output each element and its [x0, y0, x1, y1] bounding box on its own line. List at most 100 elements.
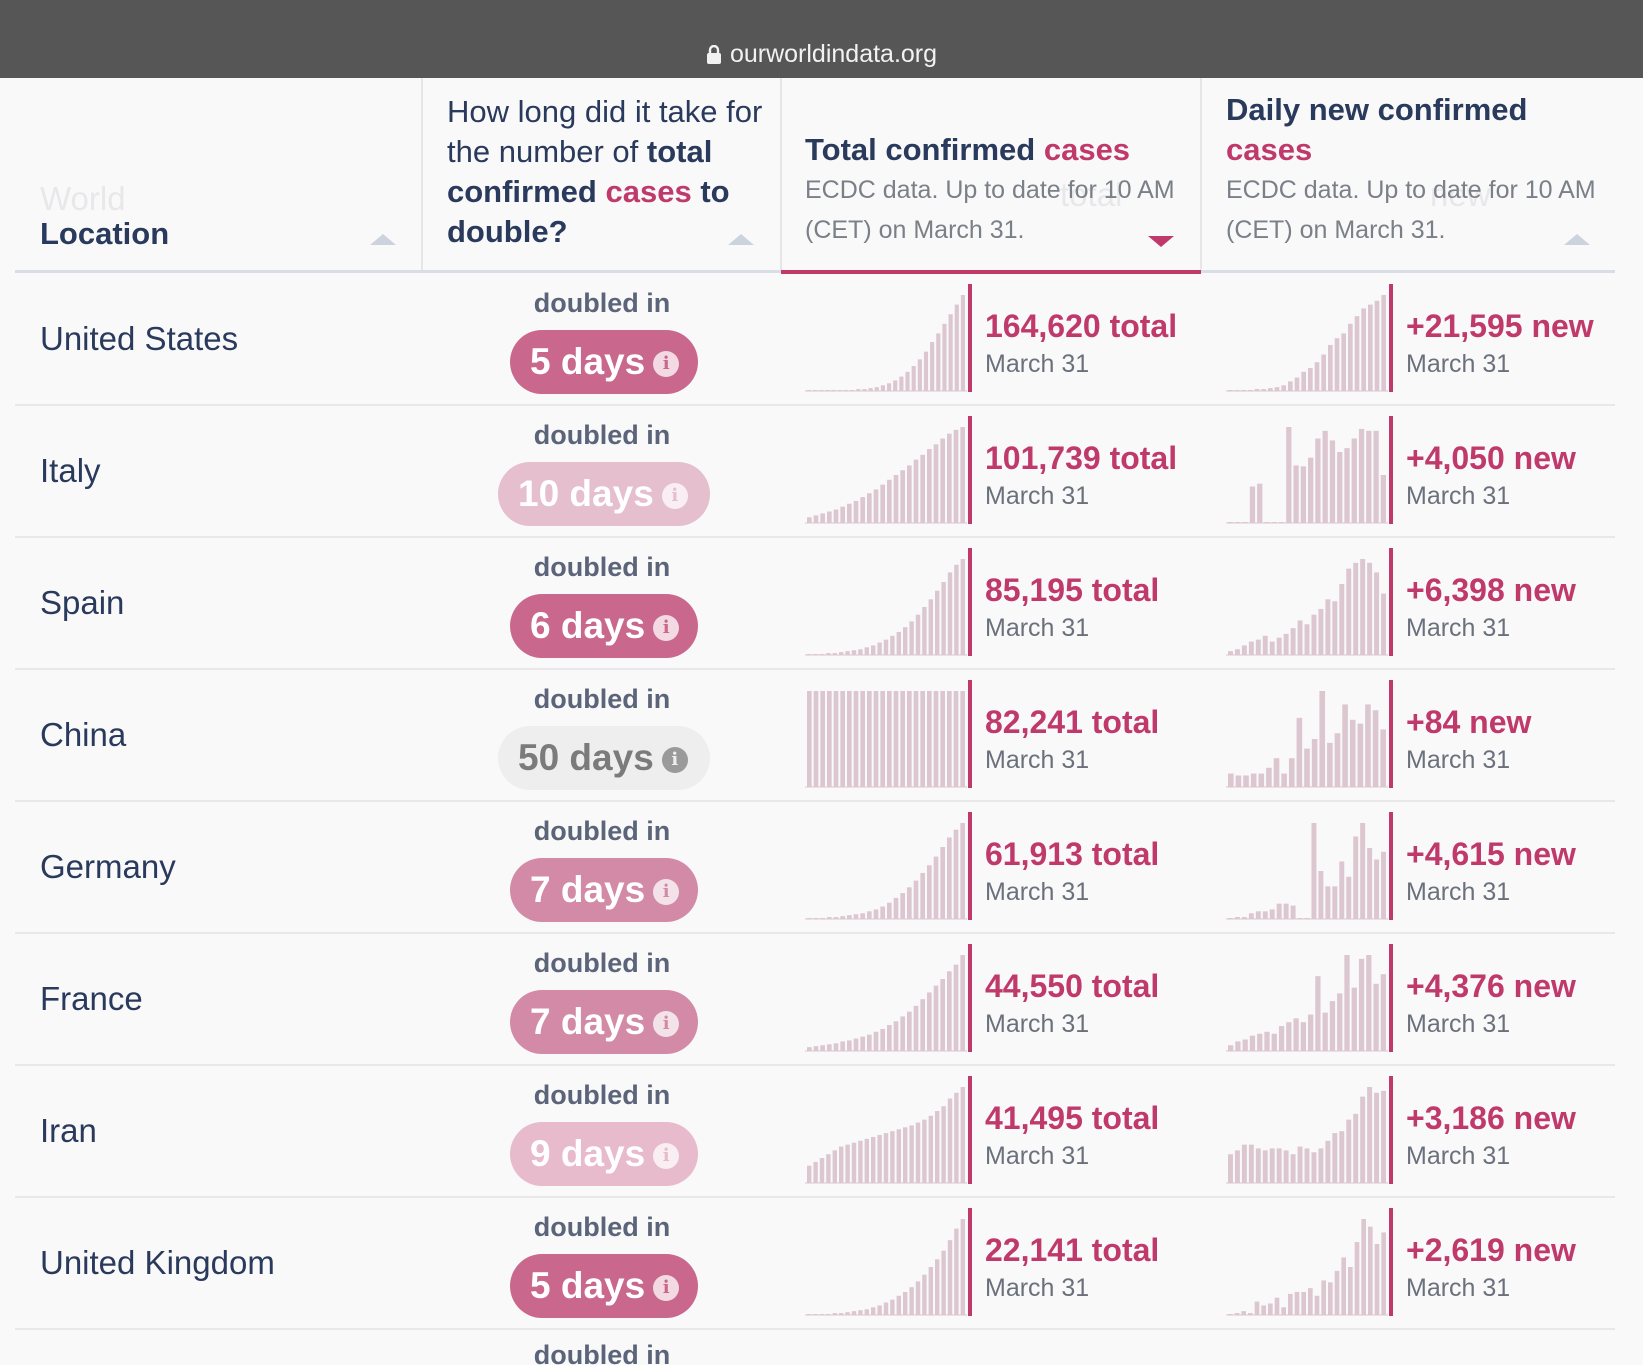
sparkline-bar — [1248, 390, 1253, 391]
total-cases-sparkline[interactable] — [805, 284, 973, 392]
sparkline-bar — [1286, 1022, 1292, 1051]
info-icon[interactable]: i — [661, 747, 688, 773]
table-row[interactable]: United States doubled in 5 days i 164,620 to… — [0, 274, 1643, 406]
total-column-title[interactable]: Total confirmed cases — [805, 130, 1130, 170]
sparkline-bar — [819, 1158, 825, 1183]
table-row[interactable]: Iran doubled in 9 days i 41,495 total March 3… — [0, 1066, 1643, 1198]
sparkline-bar — [1242, 1039, 1248, 1051]
table-row[interactable]: China doubled in 50 days i 82,241 total March… — [0, 670, 1643, 802]
sparkline-bar — [1294, 377, 1300, 391]
sparkline-bar — [1311, 739, 1318, 787]
total-cases-sparkline[interactable] — [805, 1208, 973, 1316]
sparkline-bar — [1235, 1041, 1241, 1051]
url-display[interactable]: ourworldindata.org — [0, 40, 1643, 69]
doubling-time-badge[interactable]: 5 days i — [510, 1254, 698, 1318]
sparkline-bar — [903, 1127, 908, 1183]
doubling-time-badge[interactable]: 50 days i — [498, 726, 710, 790]
total-cases-sparkline[interactable] — [805, 416, 973, 524]
daily-cases-sparkline[interactable] — [1226, 680, 1394, 788]
doubling-column-header[interactable]: How long did it take for the number of t… — [447, 92, 767, 252]
sparkline-bar — [820, 918, 825, 919]
sparkline-bar — [851, 1142, 857, 1183]
daily-sort-icon[interactable] — [1564, 234, 1590, 245]
doubling-time-badge[interactable]: 5 days i — [510, 330, 698, 394]
total-cases-sparkline[interactable] — [805, 680, 973, 788]
sparkline-bar — [833, 1043, 839, 1051]
daily-column-subtitle: ECDC data. Up to date for 10 AM (CET) on… — [1226, 176, 1596, 244]
table-row[interactable]: Spain doubled in 6 days i 85,195 total March … — [0, 538, 1643, 670]
sparkline-bar — [941, 582, 946, 655]
sparkline-bar — [941, 1250, 946, 1315]
sparkline-bar — [880, 691, 885, 787]
daily-cases-sparkline[interactable] — [1226, 284, 1394, 392]
sparkline-bar — [935, 590, 940, 655]
info-icon[interactable]: i — [661, 483, 688, 509]
sparkline-bar — [826, 1154, 831, 1183]
sparkline-bar — [1367, 847, 1373, 919]
sparkline-bar — [832, 1313, 837, 1315]
info-icon[interactable]: i — [653, 1143, 680, 1169]
table-row[interactable]: France doubled in 7 days i 44,550 total March… — [0, 934, 1643, 1066]
table-row[interactable]: Germany doubled in 7 days i 61,913 total Marc… — [0, 802, 1643, 934]
sparkline-bar — [1297, 1146, 1303, 1183]
location-column-header[interactable]: Location — [40, 216, 170, 251]
daily-cases-sparkline[interactable] — [1226, 1208, 1394, 1316]
sparkline-bar — [864, 1309, 869, 1315]
sparkline-bar — [887, 691, 892, 787]
total-sparkline-chart — [805, 680, 972, 788]
sparkline-bar — [807, 390, 812, 391]
sparkline-bar — [1339, 583, 1345, 655]
doubling-time-badge[interactable]: 7 days i — [510, 990, 698, 1054]
sparkline-bar — [873, 691, 879, 787]
sparkline-bar — [960, 295, 965, 391]
sparkline-bar — [1242, 522, 1248, 523]
info-icon[interactable]: i — [653, 615, 680, 641]
doubling-time-badge[interactable]: 9 days i — [510, 1122, 698, 1186]
daily-cases-sparkline[interactable] — [1226, 548, 1394, 656]
doubling-time-badge[interactable]: 7 days i — [510, 858, 698, 922]
daily-cases-date: March 31 — [1406, 878, 1511, 906]
doubling-time-badge[interactable]: 10 days i — [498, 462, 710, 526]
daily-cases-sparkline[interactable] — [1226, 1076, 1394, 1184]
info-icon[interactable]: i — [653, 1011, 680, 1037]
daily-cases-sparkline[interactable] — [1226, 416, 1394, 524]
sparkline-bar — [1283, 633, 1289, 655]
info-icon[interactable]: i — [653, 1275, 680, 1301]
info-icon[interactable]: i — [653, 351, 680, 377]
daily-cases-sparkline[interactable] — [1226, 812, 1394, 920]
sparkline-bar — [1304, 1148, 1310, 1183]
sparkline-bar — [913, 691, 919, 787]
sparkline-bar — [1380, 974, 1386, 1051]
table-row[interactable]: Italy doubled in 10 days i 101,739 total Marc… — [0, 406, 1643, 538]
doubled-in-label: doubled in — [533, 552, 671, 582]
doubled-in-label: doubled in — [533, 948, 671, 978]
table-row[interactable]: United Kingdom doubled in 5 days i 22,141 to… — [0, 1198, 1643, 1330]
doubling-question-accent: cases — [605, 174, 692, 209]
sparkline-bar — [1268, 1303, 1273, 1315]
sparkline-bar — [1365, 704, 1371, 787]
total-cases-sparkline[interactable] — [805, 1076, 973, 1184]
sparkline-bar — [960, 691, 965, 787]
sparkline-bar — [893, 897, 899, 919]
total-cases-sparkline[interactable] — [805, 548, 973, 656]
sparkline-bar — [960, 1087, 965, 1183]
sparkline-bar — [1241, 917, 1247, 919]
total-sort-desc-icon[interactable] — [1148, 236, 1174, 247]
column-divider — [780, 78, 782, 273]
total-cases-sparkline[interactable] — [805, 812, 973, 920]
sparkline-bar — [1367, 562, 1373, 655]
sparkline-bar — [1311, 614, 1317, 655]
daily-column-title[interactable]: Daily new confirmed cases — [1226, 90, 1606, 170]
sparkline-bar — [1374, 572, 1380, 655]
sparkline-bar — [1278, 522, 1285, 523]
daily-cases-sparkline[interactable] — [1226, 944, 1394, 1052]
location-sort-icon[interactable] — [370, 234, 396, 245]
doubling-time-badge[interactable]: 6 days i — [510, 594, 698, 658]
sparkline-bar — [813, 1161, 818, 1183]
sparkline-bar — [922, 1274, 927, 1315]
browser-url-bar[interactable]: ourworldindata.org — [0, 0, 1643, 78]
doubling-sort-icon[interactable] — [728, 234, 754, 245]
sparkline-bar — [850, 390, 855, 391]
total-cases-sparkline[interactable] — [805, 944, 973, 1052]
info-icon[interactable]: i — [653, 879, 680, 905]
